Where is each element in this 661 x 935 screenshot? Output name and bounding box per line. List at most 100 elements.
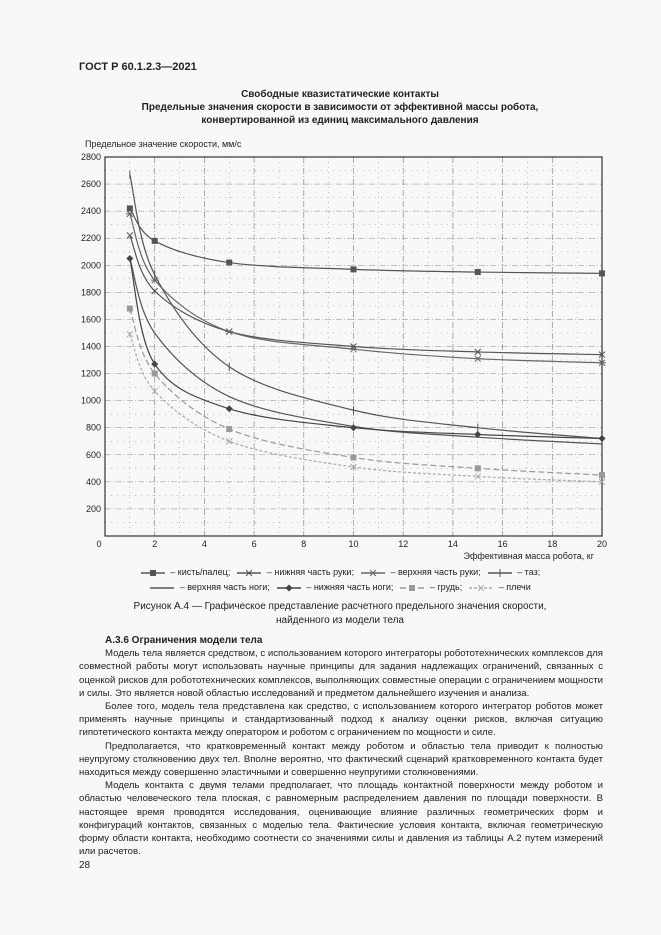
data-point xyxy=(473,355,482,363)
figure-title-line-1: Свободные квазистатические контакты xyxy=(241,89,439,100)
paragraph-2: Более того, модель тела представлена как… xyxy=(79,701,603,739)
series-6 xyxy=(126,255,606,443)
data-point xyxy=(350,266,357,273)
data-point xyxy=(599,472,605,479)
data-point xyxy=(474,465,481,472)
y-tick-label: 200 xyxy=(86,504,101,514)
legend-swatch-marker xyxy=(409,584,416,591)
legend-swatch xyxy=(400,584,425,591)
plot-frame xyxy=(104,156,603,537)
caption-line-2: найденного из модели тела xyxy=(276,615,404,626)
legend-swatch xyxy=(150,586,175,589)
data-point xyxy=(225,405,233,413)
y-tick-label: 2400 xyxy=(81,206,101,216)
legend-item: – нижняя часть руки; xyxy=(236,567,354,577)
y-tick-label: 2200 xyxy=(81,233,101,243)
legend-swatch-marker xyxy=(149,569,156,576)
x-axis-label: Эффективная масса робота, кг xyxy=(463,551,594,561)
series-7 xyxy=(126,305,605,479)
legend-row: – кисть/палец; – нижняя часть руки; – ве… xyxy=(80,565,600,580)
x-tick-label: 0 xyxy=(96,539,101,549)
legend-swatch xyxy=(487,568,512,577)
series-4 xyxy=(129,170,603,443)
legend-label: – кисть/палец; xyxy=(167,567,231,577)
data-point xyxy=(599,270,605,277)
data-point xyxy=(125,210,134,218)
series-2 xyxy=(126,232,606,358)
x-tick-label: 10 xyxy=(348,539,358,549)
legend-item: – плечи xyxy=(468,582,531,592)
series-1 xyxy=(126,205,605,277)
page-number: 28 xyxy=(79,860,91,871)
data-point xyxy=(126,305,133,312)
legend-label: – нижняя часть ноги; xyxy=(303,582,394,592)
x-tick-label: 20 xyxy=(597,539,607,549)
y-tick-label: 600 xyxy=(86,450,101,460)
legend-swatch-marker xyxy=(477,584,485,591)
series-line xyxy=(129,258,603,445)
series-3 xyxy=(125,210,606,367)
legend-swatch-marker xyxy=(245,569,253,576)
data-point xyxy=(151,360,159,368)
series-line xyxy=(129,258,603,440)
figure-title-line-2: Предельные значения скорости в зависимос… xyxy=(141,102,539,113)
y-tick-label: 2600 xyxy=(81,179,101,189)
series-5 xyxy=(129,258,603,445)
data-point xyxy=(126,330,134,338)
legend-label: – таз; xyxy=(514,567,541,577)
legend-item: – нижняя часть ноги; xyxy=(276,582,394,592)
data-point xyxy=(474,430,482,438)
figure-caption: Рисунок А.4 — Графическое представление … xyxy=(60,600,620,628)
x-tick-label: 6 xyxy=(252,539,257,549)
x-tick-label: 16 xyxy=(498,539,508,549)
caption-line-1: Рисунок А.4 — Графическое представление … xyxy=(133,601,547,612)
data-point xyxy=(598,435,606,443)
legend-swatch xyxy=(360,569,385,576)
data-point xyxy=(151,237,158,244)
series-8 xyxy=(126,330,606,486)
data-point xyxy=(126,255,134,263)
legend-label: – верхняя часть ноги; xyxy=(177,582,270,592)
paragraph-4: Модель контакта с двумя телами предполаг… xyxy=(79,780,603,858)
legend-item: – верхняя часть ноги; xyxy=(149,582,270,592)
series-line xyxy=(129,174,603,440)
data-point xyxy=(474,269,481,276)
x-tick-label: 8 xyxy=(301,539,306,549)
series-line xyxy=(129,308,603,476)
data-point xyxy=(151,287,159,295)
data-point xyxy=(226,259,233,266)
figure-title-line-3: конвертированной из единиц максимального… xyxy=(201,115,479,126)
legend-swatch xyxy=(469,584,494,591)
legend-swatch xyxy=(140,569,165,576)
y-tick-label: 2800 xyxy=(81,152,101,162)
x-tick-label: 18 xyxy=(547,539,557,549)
y-tick-label: 800 xyxy=(86,423,101,433)
legend-label: – грудь; xyxy=(427,582,463,592)
legend-item: – верхняя часть руки; xyxy=(360,567,481,577)
data-point xyxy=(151,387,159,395)
standard-header: ГОСТ Р 60.1.2.3—2021 xyxy=(79,61,197,73)
section-title: А.3.6 Ограничения модели тела xyxy=(105,635,263,646)
legend-item: – грудь; xyxy=(399,582,462,592)
legend-swatch xyxy=(237,569,262,576)
data-point xyxy=(598,478,606,486)
data-point xyxy=(226,426,233,433)
legend-label: – нижняя часть руки; xyxy=(264,567,354,577)
x-tick-label: 4 xyxy=(202,539,207,549)
data-point xyxy=(126,232,134,239)
legend-swatch-marker xyxy=(368,569,377,576)
velocity-chart: 0 2 4 6 8 10 12 14 16 18 20 200 400 600 800 1000 1200 140… xyxy=(81,152,607,561)
legend-item: – таз; xyxy=(487,567,541,577)
x-tick-label: 14 xyxy=(448,539,458,549)
data-point xyxy=(225,437,233,445)
legend-label: – плечи xyxy=(496,582,531,592)
data-point xyxy=(598,359,606,367)
data-point xyxy=(349,345,358,353)
y-tick-label: 400 xyxy=(86,477,101,487)
legend-swatch xyxy=(276,584,301,592)
data-point xyxy=(126,205,133,212)
legend-swatch-marker xyxy=(285,584,293,592)
data-point xyxy=(151,370,158,377)
paragraph-3: Предполагается, что кратковременный конт… xyxy=(79,740,603,779)
